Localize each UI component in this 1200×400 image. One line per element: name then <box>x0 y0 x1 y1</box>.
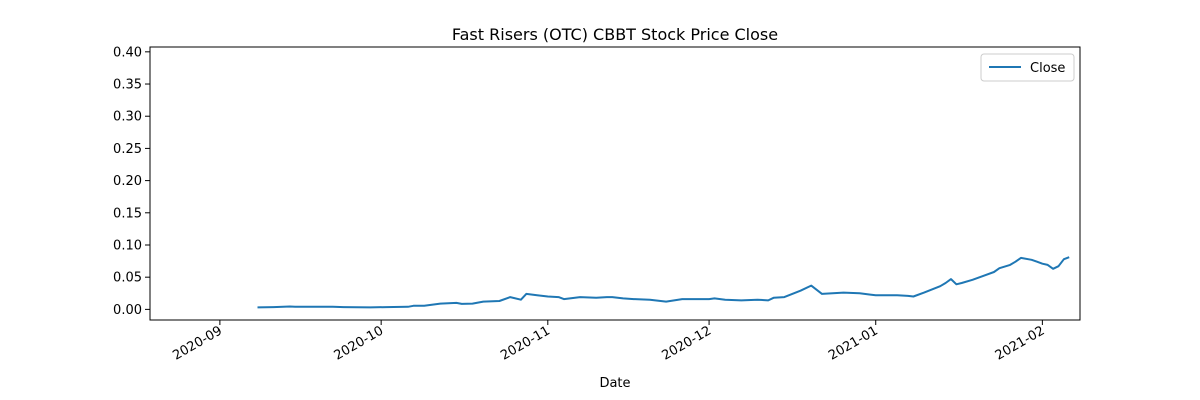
x-axis: 2020-09 2020-10 2020-11 2020-12 2021-01 2021-… <box>170 320 1047 364</box>
y-tick-label: 0.15 <box>113 206 142 221</box>
x-tick-label: 2020-09 <box>170 323 225 363</box>
x-tick-label: 2020-11 <box>498 323 553 363</box>
y-tick-label: 0.25 <box>113 142 142 157</box>
y-tick-label: 0.00 <box>113 303 142 318</box>
y-tick-label: 0.35 <box>113 78 142 93</box>
y-tick-label: 0.40 <box>113 45 142 60</box>
legend-label-close: Close <box>1030 61 1065 76</box>
x-axis-label: Date <box>599 376 630 391</box>
legend: Close <box>980 53 1075 82</box>
x-tick-label: 2020-10 <box>332 323 387 363</box>
y-axis: 0.00 0.05 0.10 0.15 0.20 0.25 0.30 0.35 0.40 <box>113 45 150 318</box>
y-tick-label: 0.10 <box>113 238 142 253</box>
x-tick-label: 2020-12 <box>660 323 715 363</box>
x-tick-label: 2021-02 <box>993 323 1048 363</box>
y-tick-label: 0.05 <box>113 271 142 286</box>
legend-box <box>980 53 1075 82</box>
y-tick-label: 0.20 <box>113 174 142 189</box>
series-line-close <box>257 256 1070 309</box>
plot-area <box>149 46 1081 321</box>
y-tick-label: 0.30 <box>113 110 142 125</box>
x-tick-label: 2021-01 <box>826 323 881 363</box>
plot-frame <box>149 46 1081 321</box>
chart-title: Fast Risers (OTC) CBBT Stock Price Close <box>452 25 778 44</box>
